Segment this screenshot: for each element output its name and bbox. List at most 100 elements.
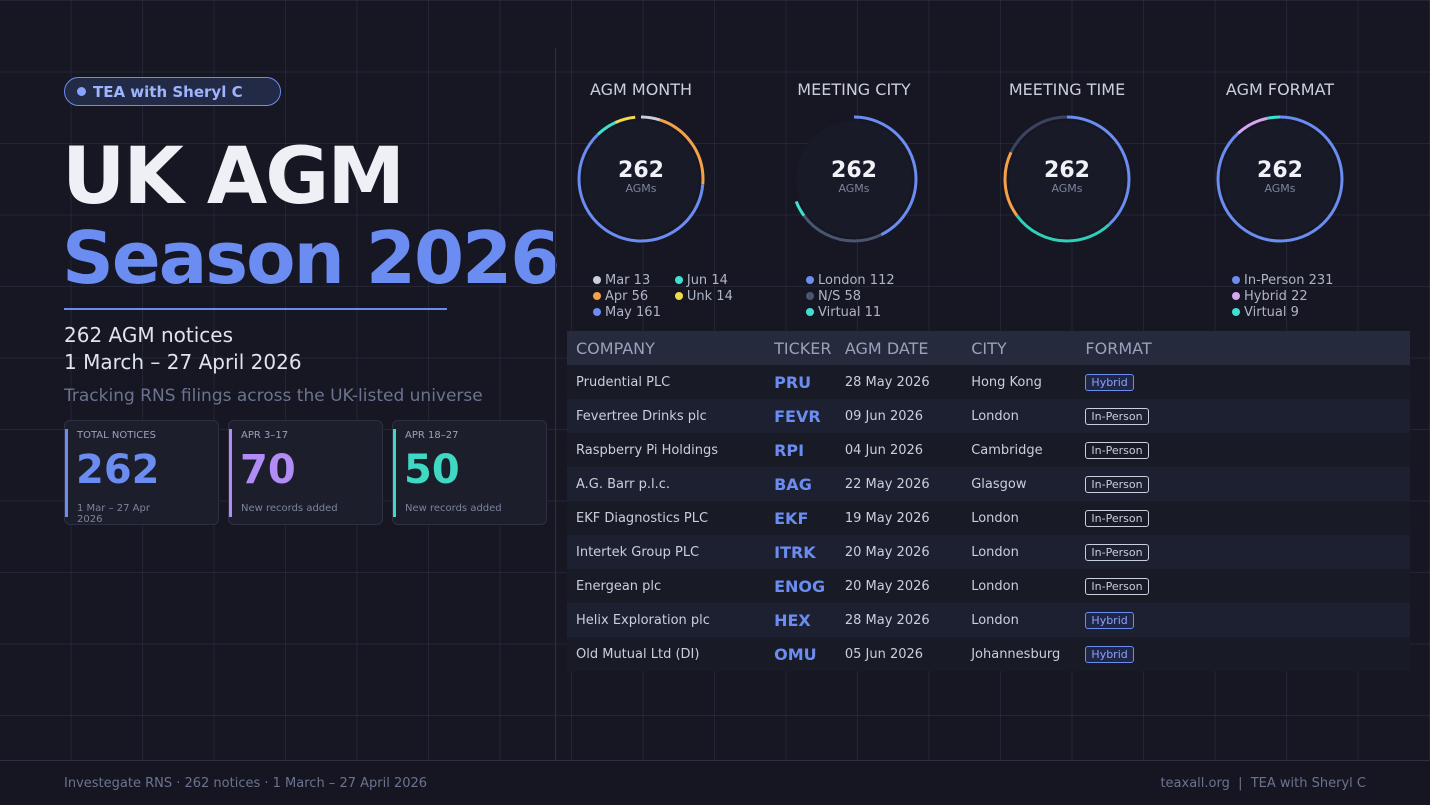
- table-cell: EKF Diagnostics PLC: [567, 501, 766, 535]
- table-row: EKF Diagnostics PLC EKF 19 May 2026 London I…: [567, 501, 1410, 535]
- legend-value: 58: [844, 289, 862, 304]
- format-tag: In-Person: [1085, 543, 1149, 561]
- legend-dot: [1232, 276, 1240, 284]
- stat-note: New records added: [241, 503, 338, 514]
- table-cell: London: [962, 535, 1077, 569]
- legend-name: Apr: [605, 289, 628, 304]
- legend: In-Person 231 Hybrid 22 Virtual 9: [1232, 273, 1333, 321]
- legend-name: Virtual: [818, 305, 861, 320]
- legend-name: Hybrid: [1244, 289, 1287, 304]
- donut-unit: AGMs: [625, 182, 656, 195]
- format-tag: Hybrid: [1085, 645, 1134, 663]
- legend-item: Virtual 11: [806, 305, 895, 321]
- stat-accent: [65, 429, 68, 517]
- summary: 1 March – 27 April 2026: [64, 350, 302, 374]
- table-cell: Hong Kong: [962, 365, 1077, 399]
- column-header: TICKER: [765, 331, 836, 365]
- format-tag: In-Person: [1085, 407, 1149, 425]
- table-cell: PRU: [765, 365, 836, 399]
- legend-value: 14: [716, 289, 733, 304]
- donut-title: AGM FORMAT: [1225, 80, 1335, 99]
- donut-total: 262: [1044, 158, 1090, 183]
- table-cell: Energean plc: [567, 569, 766, 603]
- table-cell: 19 May 2026: [835, 501, 963, 535]
- table-cell: Fevertree Drinks plc: [567, 399, 766, 433]
- legend-name: N/S: [818, 289, 841, 304]
- legend-dot: [593, 308, 601, 316]
- legend-name: In-Person: [1244, 273, 1305, 288]
- legend-dot: [593, 292, 601, 300]
- table-cell: In-Person: [1076, 433, 1410, 467]
- table-cell: HEX: [765, 603, 836, 637]
- column-header: FORMAT: [1076, 331, 1410, 365]
- table-cell: 09 Jun 2026: [835, 399, 963, 433]
- legend-value: 13: [633, 273, 651, 288]
- table-cell: A.G. Barr p.l.c.: [567, 467, 766, 501]
- table: COMPANY TICKER AGM DATE CITY FORMAT Prudentia…: [567, 331, 1410, 671]
- table-cell: Intertek Group PLC: [567, 535, 766, 569]
- legend-dot: [593, 276, 601, 284]
- legend-item: Hybrid 22: [1232, 289, 1333, 305]
- donut-title: AGM MONTH: [589, 80, 693, 99]
- table-cell: Hybrid: [1076, 365, 1410, 399]
- table-cell: ENOG: [765, 569, 836, 603]
- donut-segment: [1003, 115, 1131, 243]
- legend-value: 11: [864, 305, 882, 320]
- legend-value: 56: [631, 289, 649, 304]
- donut-segment: [1003, 115, 1131, 243]
- legend-value: 112: [869, 273, 895, 288]
- table-row: Intertek Group PLC ITRK 20 May 2026 London I…: [567, 535, 1410, 569]
- donut-segment: [1003, 115, 1131, 243]
- table-row: A.G. Barr p.l.c. BAG 22 May 2026 Glasgow In-…: [567, 467, 1410, 501]
- table-row: Energean plc ENOG 20 May 2026 London In-Pers…: [567, 569, 1410, 603]
- legend: London 112 N/S 58 Virtual 11: [806, 273, 895, 321]
- donut-segment: [577, 115, 705, 243]
- donut-total: 262: [1257, 158, 1303, 183]
- legend-value: 14: [711, 273, 728, 288]
- donut-title: MEETING TIME: [1008, 80, 1126, 99]
- donut-title: MEETING CITY: [797, 80, 911, 99]
- table-cell: 20 May 2026: [835, 569, 963, 603]
- legend-name: London: [818, 273, 866, 288]
- donut-unit: AGMs: [838, 182, 869, 195]
- table-cell: London: [962, 569, 1077, 603]
- table-row: Raspberry Pi Holdings RPI 04 Jun 2026 Cambr…: [567, 433, 1410, 467]
- legend-value: 231: [1308, 273, 1334, 288]
- format-tag: In-Person: [1085, 509, 1149, 527]
- legend-dot: [674, 276, 683, 284]
- legend-item: Mar 13: [593, 273, 661, 289]
- stat-card: APR 18–27 50 New records added: [392, 420, 547, 525]
- legend-name: Virtual: [1244, 305, 1287, 320]
- format-tag: In-Person: [1085, 441, 1149, 459]
- table-cell: RPI: [765, 433, 836, 467]
- stat-accent: [229, 429, 232, 517]
- table-cell: In-Person: [1076, 399, 1410, 433]
- table-row: Old Mutual Ltd (DI) OMU 05 Jun 2026 Johanne…: [567, 637, 1410, 671]
- badge: TEA with Sheryl C: [64, 77, 281, 106]
- table-cell: 05 Jun 2026: [835, 637, 963, 671]
- donut-hole: [1009, 121, 1125, 237]
- format-tag: In-Person: [1085, 577, 1149, 595]
- stat-value: 50: [404, 447, 460, 493]
- stat-value: 70: [240, 447, 296, 493]
- table-cell: 28 May 2026: [835, 365, 963, 399]
- format-tag: Hybrid: [1085, 611, 1134, 629]
- footer-text: Investegate RNS · 262 notices · 1 March …: [64, 776, 428, 791]
- donut-hole: [1222, 121, 1338, 237]
- legend-dot: [1232, 308, 1240, 316]
- table-row: Helix Exploration plc HEX 28 May 2026 Londo…: [567, 603, 1410, 637]
- donut-total: 262: [618, 158, 664, 183]
- table-cell: In-Person: [1076, 569, 1410, 603]
- title-line: UK AGM: [62, 132, 405, 222]
- legend-name: Mar: [605, 273, 630, 288]
- table-cell: Helix Exploration plc: [567, 603, 766, 637]
- donut-segment: [577, 115, 705, 243]
- table-cell: London: [962, 501, 1077, 535]
- stat-label: TOTAL NOTICES: [77, 430, 156, 441]
- table-cell: 28 May 2026: [835, 603, 963, 637]
- table-cell: 22 May 2026: [835, 467, 963, 501]
- stat-note: New records added: [405, 503, 502, 514]
- donut-segment: [790, 115, 918, 243]
